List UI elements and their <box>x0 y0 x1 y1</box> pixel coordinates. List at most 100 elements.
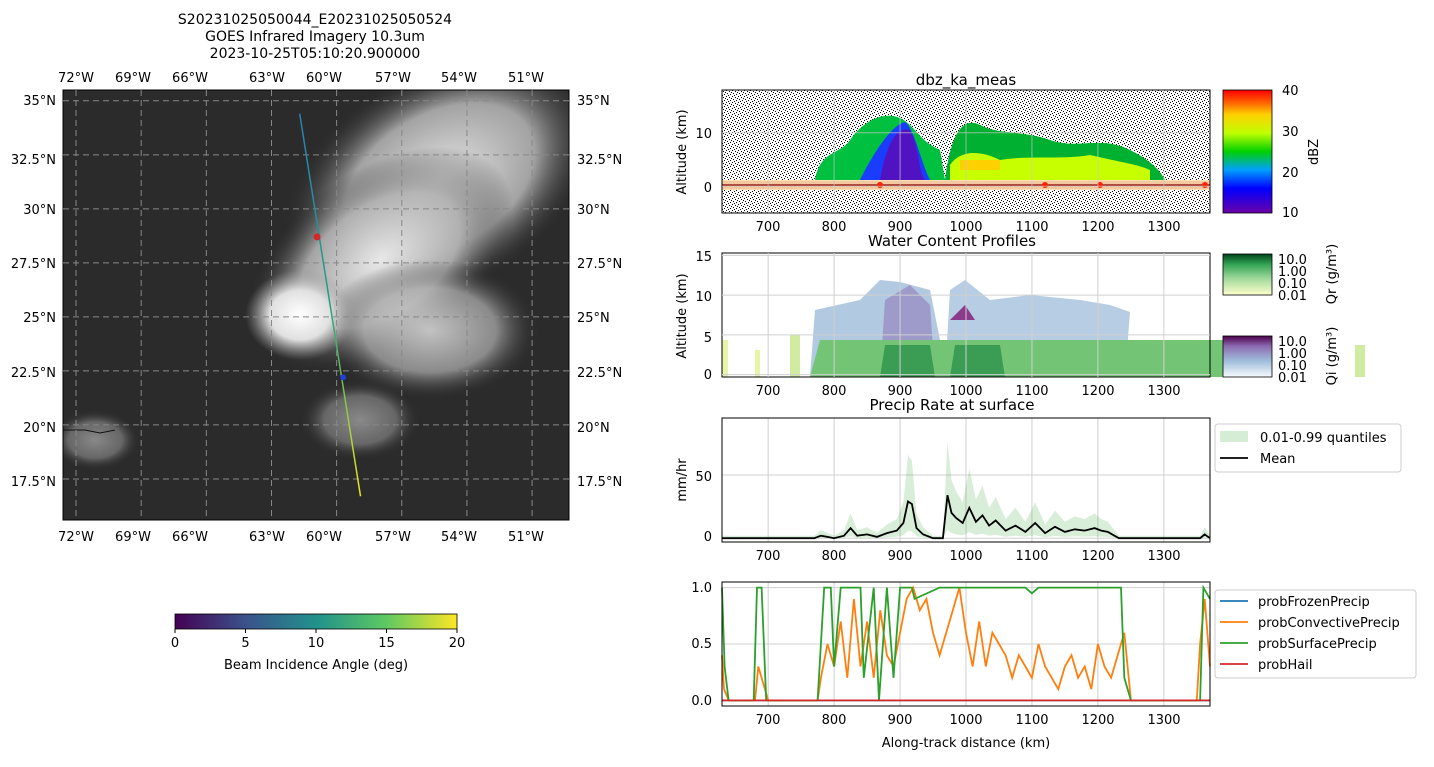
x-tick: 800 <box>822 384 847 399</box>
water-content-xticks: 700 800 900 1000 1100 1200 1300 <box>756 384 1181 399</box>
lon-label: 66°W <box>172 530 208 545</box>
qi-colorbar-label: Qi (g/m³) <box>1325 327 1340 386</box>
y-tick: 10 <box>695 127 712 142</box>
probability-panel: 700 800 900 1000 1100 1200 1300 0.0 0.5 … <box>691 581 1417 751</box>
colorbar-tick: 10.0 <box>1278 253 1307 268</box>
x-tick: 1300 <box>1147 384 1180 399</box>
colorbar-tick: 1.00 <box>1278 265 1307 280</box>
legend-label: probFrozenPrecip <box>1258 595 1370 610</box>
map-lat-labels-right: 35°N 32.5°N 30°N 27.5°N 25°N 22.5°N 20°N… <box>577 94 622 490</box>
dbz-xticks: 700 800 900 1000 1100 1200 1300 <box>756 220 1181 235</box>
dbz-gridlines <box>722 90 1210 213</box>
x-tick: 1200 <box>1081 549 1114 564</box>
water-content-field <box>722 280 1365 377</box>
lat-label: 17.5°N <box>577 475 622 490</box>
x-tick: 1300 <box>1147 549 1180 564</box>
x-tick: 1000 <box>949 384 982 399</box>
x-tick: 1300 <box>1147 713 1180 728</box>
quantile-band <box>722 441 1210 539</box>
lat-label: 25°N <box>23 311 56 326</box>
y-tick: 5 <box>704 331 712 346</box>
colorbar-tick: 0.10 <box>1278 277 1307 292</box>
lat-label: 35°N <box>577 94 610 109</box>
lon-label: 72°W <box>58 71 94 86</box>
y-tick: 0.5 <box>691 637 712 652</box>
lat-label: 22.5°N <box>11 366 56 381</box>
lat-label: 20°N <box>577 421 610 436</box>
x-tick: 700 <box>756 713 781 728</box>
y-tick: 1.0 <box>691 581 712 596</box>
x-tick: 1100 <box>1015 384 1048 399</box>
probability-series <box>721 584 1211 702</box>
colorbar-tick: 0 <box>171 636 179 651</box>
y-tick: 50 <box>695 470 712 485</box>
map-lon-labels-bottom: 72°W 69°W 66°W 63°W 60°W 57°W 54°W 51°W <box>58 530 544 545</box>
colorbar-tick: 20 <box>1282 166 1299 181</box>
y-tick: 15 <box>695 250 712 265</box>
y-tick: 0 <box>704 368 712 383</box>
colorbar-tick: 30 <box>1282 125 1299 140</box>
precip-rate-title: Precip Rate at surface <box>870 396 1035 414</box>
lon-label: 51°W <box>508 71 544 86</box>
beam-angle-colorbar-label: Beam Incidence Angle (deg) <box>224 658 408 673</box>
map-frame <box>62 89 570 521</box>
water-content-title: Water Content Profiles <box>868 232 1036 250</box>
beam-angle-colorbar <box>174 613 458 630</box>
x-tick: 1100 <box>1015 713 1048 728</box>
x-tick: 800 <box>822 549 847 564</box>
lat-label: 22.5°N <box>577 366 622 381</box>
lon-label: 63°W <box>249 71 285 86</box>
lat-label: 35°N <box>23 94 56 109</box>
mean-line <box>722 495 1211 540</box>
qr-colorbar-label: Qr (g/m³) <box>1325 244 1340 304</box>
x-tick: 1000 <box>949 220 982 235</box>
lon-label: 57°W <box>375 71 411 86</box>
precip-xticks: 700 800 900 1000 1100 1200 1300 <box>756 549 1181 564</box>
beam-angle-colorbar-ticks: 0 5 10 15 20 <box>171 629 465 651</box>
legend-label: Mean <box>1260 452 1295 467</box>
x-tick: 900 <box>888 713 913 728</box>
precip-rate-panel: Precip Rate at surface 700 800 900 1000 … <box>675 396 1402 564</box>
x-tick: 1000 <box>949 549 982 564</box>
x-tick: 700 <box>756 220 781 235</box>
lat-label: 20°N <box>23 421 56 436</box>
map-gridlines <box>63 90 569 520</box>
y-tick: 0 <box>704 530 712 545</box>
legend-label: probSurfacePrecip <box>1258 637 1377 652</box>
legend-swatch-quantiles <box>1220 431 1248 442</box>
prob-xlabel: Along-track distance (km) <box>882 736 1050 751</box>
qr-colorbar <box>1222 253 1273 296</box>
lat-label: 27.5°N <box>577 257 622 272</box>
x-tick: 1000 <box>949 713 982 728</box>
lon-label: 60°W <box>306 530 342 545</box>
lon-label: 69°W <box>115 530 151 545</box>
water-content-panel: Water Content Profiles 700 800 900 1000 … <box>675 232 1365 399</box>
x-tick: 800 <box>822 713 847 728</box>
x-tick: 900 <box>888 549 913 564</box>
colorbar-tick: 15 <box>378 636 395 651</box>
probability-legend: probFrozenPrecip probConvectivePrecip pr… <box>1214 589 1417 679</box>
track-marker-red <box>313 233 321 241</box>
lat-label: 25°N <box>577 311 610 326</box>
x-tick: 1200 <box>1081 713 1114 728</box>
lat-label: 30°N <box>577 203 610 218</box>
lat-label: 30°N <box>23 203 56 218</box>
map-lon-labels-top: 72°W 69°W 66°W 63°W 60°W 57°W 54°W 51°W <box>58 71 544 86</box>
water-content-gridlines <box>722 253 1210 377</box>
x-tick: 900 <box>888 384 913 399</box>
legend-label: probHail <box>1258 658 1312 673</box>
map-lat-labels-left: 35°N 32.5°N 30°N 27.5°N 25°N 22.5°N 20°N… <box>11 94 56 490</box>
y-tick: 10 <box>695 290 712 305</box>
prob-surface-line <box>721 584 1211 702</box>
x-tick: 1200 <box>1081 220 1114 235</box>
lon-label: 69°W <box>115 71 151 86</box>
dbz-title: dbz_ka_meas <box>916 71 1017 90</box>
y-tick: 0 <box>704 181 712 196</box>
water-content-ylabel: Altitude (km) <box>675 273 690 358</box>
colorbar-tick: 40 <box>1282 84 1299 99</box>
lon-label: 72°W <box>58 530 94 545</box>
map-title-line-1: S20231025050044_E20231025050524 <box>178 12 452 28</box>
legend-label: 0.01-0.99 quantiles <box>1260 431 1387 446</box>
colorbar-tick: 20 <box>449 636 466 651</box>
